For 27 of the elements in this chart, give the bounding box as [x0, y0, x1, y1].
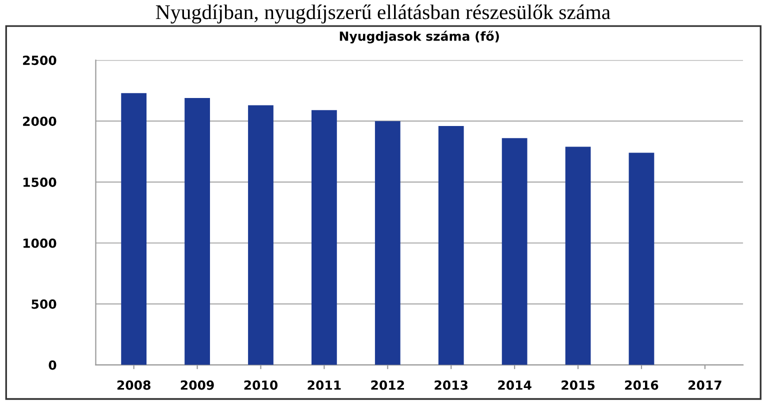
y-tick-label: 500 — [32, 299, 56, 309]
bar — [184, 98, 210, 365]
x-tick-label: 2010 — [244, 380, 278, 390]
bar — [312, 110, 337, 365]
chart-subtitle: Nyugdíjban, nyugdíjszerű ellátásban részesülők száma — [156, 4, 610, 24]
y-tick-label: 2500 — [23, 56, 56, 66]
x-tick-label: 2012 — [371, 380, 404, 390]
chart-title: Nyugdjasok száma (fő) — [340, 30, 499, 44]
x-tick-label: 2016 — [625, 380, 658, 390]
y-tick-label: 2000 — [23, 116, 56, 126]
x-tick-label: 2009 — [180, 380, 214, 390]
x-tick-label: 2015 — [562, 380, 595, 390]
x-tick-label: 2011 — [308, 380, 341, 390]
bar — [248, 105, 274, 365]
x-tick-label: 2014 — [498, 380, 532, 390]
y-tick-label: 0 — [48, 360, 56, 370]
y-tick-label: 1000 — [23, 238, 56, 248]
x-tick-label: 2013 — [434, 380, 468, 390]
y-tick-label: 1500 — [23, 178, 56, 187]
x-tick-label: 2017 — [688, 380, 722, 390]
x-tick-label: 2008 — [117, 380, 150, 390]
bar — [628, 152, 654, 365]
bar — [374, 121, 400, 365]
bar — [438, 126, 464, 365]
bar — [565, 146, 591, 365]
bar — [502, 138, 528, 365]
bar — [121, 93, 147, 365]
